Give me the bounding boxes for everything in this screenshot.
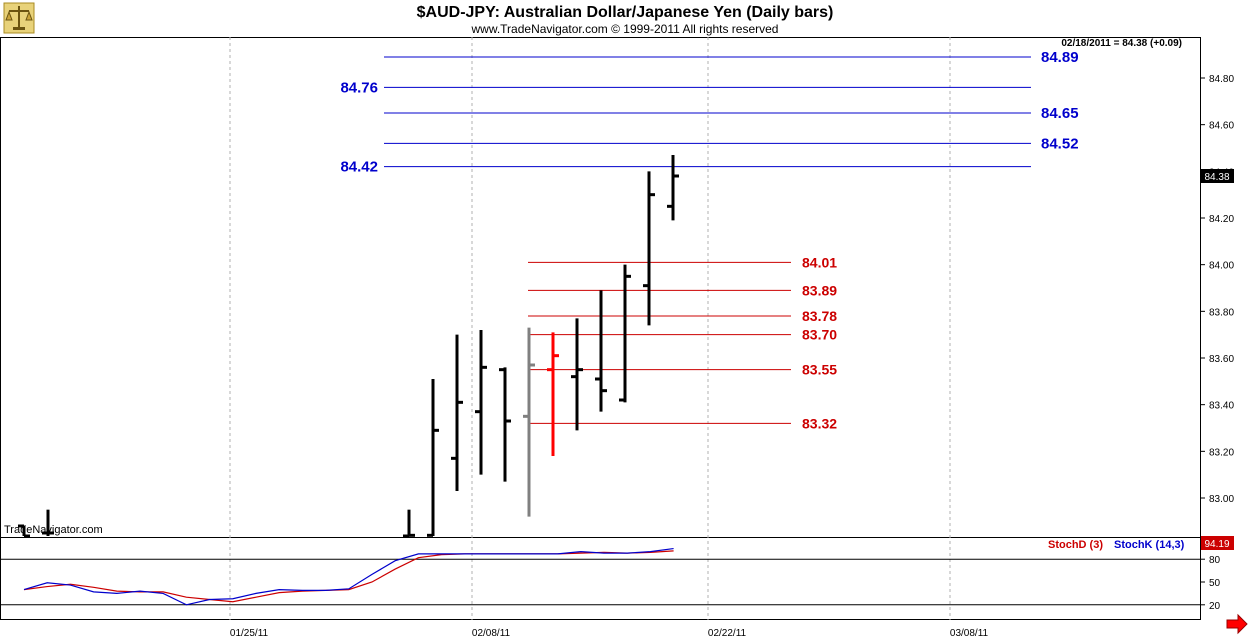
ohlc-bar bbox=[571, 318, 583, 431]
red-level-label: 83.89 bbox=[802, 282, 837, 298]
blue-level-label: 84.65 bbox=[1041, 105, 1079, 122]
ohlc-bar bbox=[595, 290, 607, 412]
date-tick-label: 02/08/11 bbox=[472, 628, 511, 639]
right-arrow-icon[interactable] bbox=[1226, 613, 1248, 635]
stoch-value-flag-label: 94.19 bbox=[1204, 539, 1229, 550]
blue-level-label: 84.89 bbox=[1041, 49, 1079, 66]
last-price-flag: 84.38 bbox=[1201, 169, 1234, 183]
red-level-label: 84.01 bbox=[802, 254, 837, 270]
blue-level-label: 84.42 bbox=[340, 159, 378, 176]
ohlc-bar bbox=[619, 264, 631, 403]
stoch-k-legend: StochK (14,3) bbox=[1114, 539, 1185, 551]
price-tick-label: 83.20 bbox=[1209, 447, 1234, 458]
date-tick-label: 01/25/11 bbox=[230, 628, 269, 639]
ohlc-bar bbox=[523, 327, 535, 517]
red-level-label: 83.55 bbox=[802, 362, 837, 378]
price-tick-label: 83.40 bbox=[1209, 401, 1234, 412]
stoch-value-flag: 94.19 bbox=[1201, 536, 1234, 550]
stochastic-pane: 20 50 80 bbox=[0, 547, 1221, 612]
price-tick-label: 84.20 bbox=[1209, 214, 1234, 225]
price-tick-label: 84.60 bbox=[1209, 121, 1234, 132]
blue-level-label: 84.76 bbox=[340, 79, 378, 96]
watermark: TradeNavigator.com bbox=[4, 524, 103, 536]
date-tick-label: 02/22/11 bbox=[708, 628, 747, 639]
price-axis: 83.0083.2083.4083.6083.8084.0084.2084.40… bbox=[1200, 74, 1234, 505]
stoch-d-legend: StochD (3) bbox=[1048, 539, 1103, 551]
red-level-label: 83.70 bbox=[802, 327, 837, 343]
chart-subtitle: www.TradeNavigator.com © 1999-2011 All r… bbox=[471, 22, 779, 36]
ohlc-bar bbox=[451, 334, 463, 491]
red-level-label: 83.32 bbox=[802, 415, 837, 431]
ohlc-bar bbox=[475, 330, 487, 475]
ohlc-bar bbox=[427, 379, 439, 537]
price-tick-label: 83.80 bbox=[1209, 307, 1234, 318]
price-readout: 02/18/2011 = 84.38 (+0.09) bbox=[1061, 38, 1182, 49]
ohlc-bar bbox=[499, 367, 511, 482]
date-axis: 01/25/11 02/08/11 02/22/11 03/08/11 bbox=[230, 628, 989, 639]
ohlc-bars bbox=[18, 155, 679, 538]
stoch-tick-label: 20 bbox=[1209, 601, 1221, 612]
ohlc-bar bbox=[667, 155, 679, 221]
ohlc-bar bbox=[42, 509, 54, 536]
price-tick-label: 84.00 bbox=[1209, 261, 1234, 272]
stoch-k-line bbox=[23, 547, 674, 606]
fib-levels: 84.89 84.76 84.65 84.52 84.42 84.01 83.89 83.78… bbox=[340, 49, 1078, 431]
price-tick-label: 84.80 bbox=[1209, 74, 1234, 85]
stoch-d-line bbox=[23, 550, 674, 603]
last-price-flag-label: 84.38 bbox=[1204, 172, 1229, 183]
price-tick-label: 83.60 bbox=[1209, 354, 1234, 365]
stoch-tick-label: 80 bbox=[1209, 555, 1221, 566]
ohlc-bar bbox=[643, 171, 655, 326]
ohlc-bar bbox=[403, 509, 415, 538]
date-tick-label: 03/08/11 bbox=[950, 628, 989, 639]
price-tick-label: 83.00 bbox=[1209, 494, 1234, 505]
grid bbox=[229, 37, 951, 620]
stoch-tick-label: 50 bbox=[1209, 578, 1221, 589]
chart-title: $AUD-JPY: Australian Dollar/Japanese Yen… bbox=[417, 4, 834, 21]
ohlc-bar bbox=[18, 524, 30, 538]
scale-icon bbox=[3, 2, 35, 34]
red-level-label: 83.78 bbox=[802, 308, 837, 324]
blue-level-label: 84.52 bbox=[1041, 135, 1079, 152]
ohlc-bar bbox=[547, 332, 559, 456]
